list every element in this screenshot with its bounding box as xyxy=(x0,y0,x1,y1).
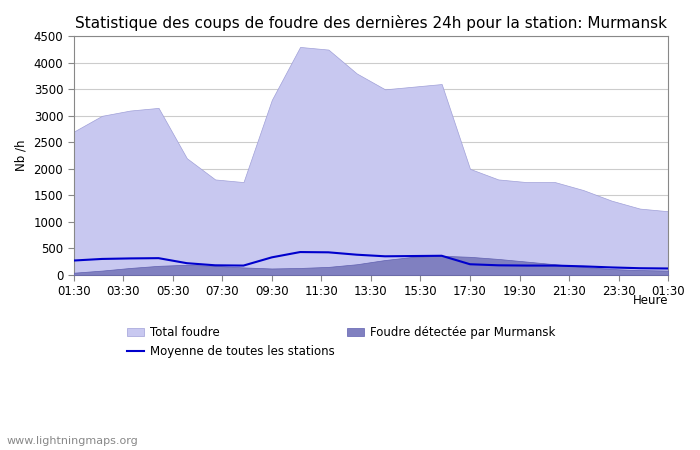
Moyenne de toutes les stations xyxy=(664,266,673,271)
Moyenne de toutes les stations xyxy=(267,255,276,260)
Moyenne de toutes les stations xyxy=(324,250,332,255)
Moyenne de toutes les stations xyxy=(608,265,616,270)
Moyenne de toutes les stations xyxy=(353,252,361,257)
Moyenne de toutes les stations xyxy=(466,261,474,267)
Moyenne de toutes les stations xyxy=(410,253,418,259)
Moyenne de toutes les stations xyxy=(98,256,106,261)
Moyenne de toutes les stations xyxy=(296,249,304,255)
Legend: Total foudre, Moyenne de toutes les stations, Foudre détectée par Murmansk: Total foudre, Moyenne de toutes les stat… xyxy=(122,321,561,363)
Text: Heure: Heure xyxy=(633,294,668,307)
Moyenne de toutes les stations xyxy=(126,256,134,261)
Moyenne de toutes les stations xyxy=(551,263,559,268)
Title: Statistique des coups de foudre des dernières 24h pour la station: Murmansk: Statistique des coups de foudre des dern… xyxy=(75,15,667,31)
Moyenne de toutes les stations xyxy=(211,263,219,268)
Moyenne de toutes les stations xyxy=(438,253,446,258)
Moyenne de toutes les stations xyxy=(69,258,78,263)
Y-axis label: Nb /h: Nb /h xyxy=(15,140,28,171)
Text: www.lightningmaps.org: www.lightningmaps.org xyxy=(7,436,139,446)
Moyenne de toutes les stations xyxy=(579,264,587,269)
Moyenne de toutes les stations xyxy=(494,263,503,268)
Line: Moyenne de toutes les stations: Moyenne de toutes les stations xyxy=(74,252,668,269)
Moyenne de toutes les stations xyxy=(636,266,644,271)
Moyenne de toutes les stations xyxy=(522,263,531,268)
Moyenne de toutes les stations xyxy=(381,254,389,259)
Moyenne de toutes les stations xyxy=(154,256,162,261)
Moyenne de toutes les stations xyxy=(239,263,248,268)
Moyenne de toutes les stations xyxy=(183,261,191,266)
